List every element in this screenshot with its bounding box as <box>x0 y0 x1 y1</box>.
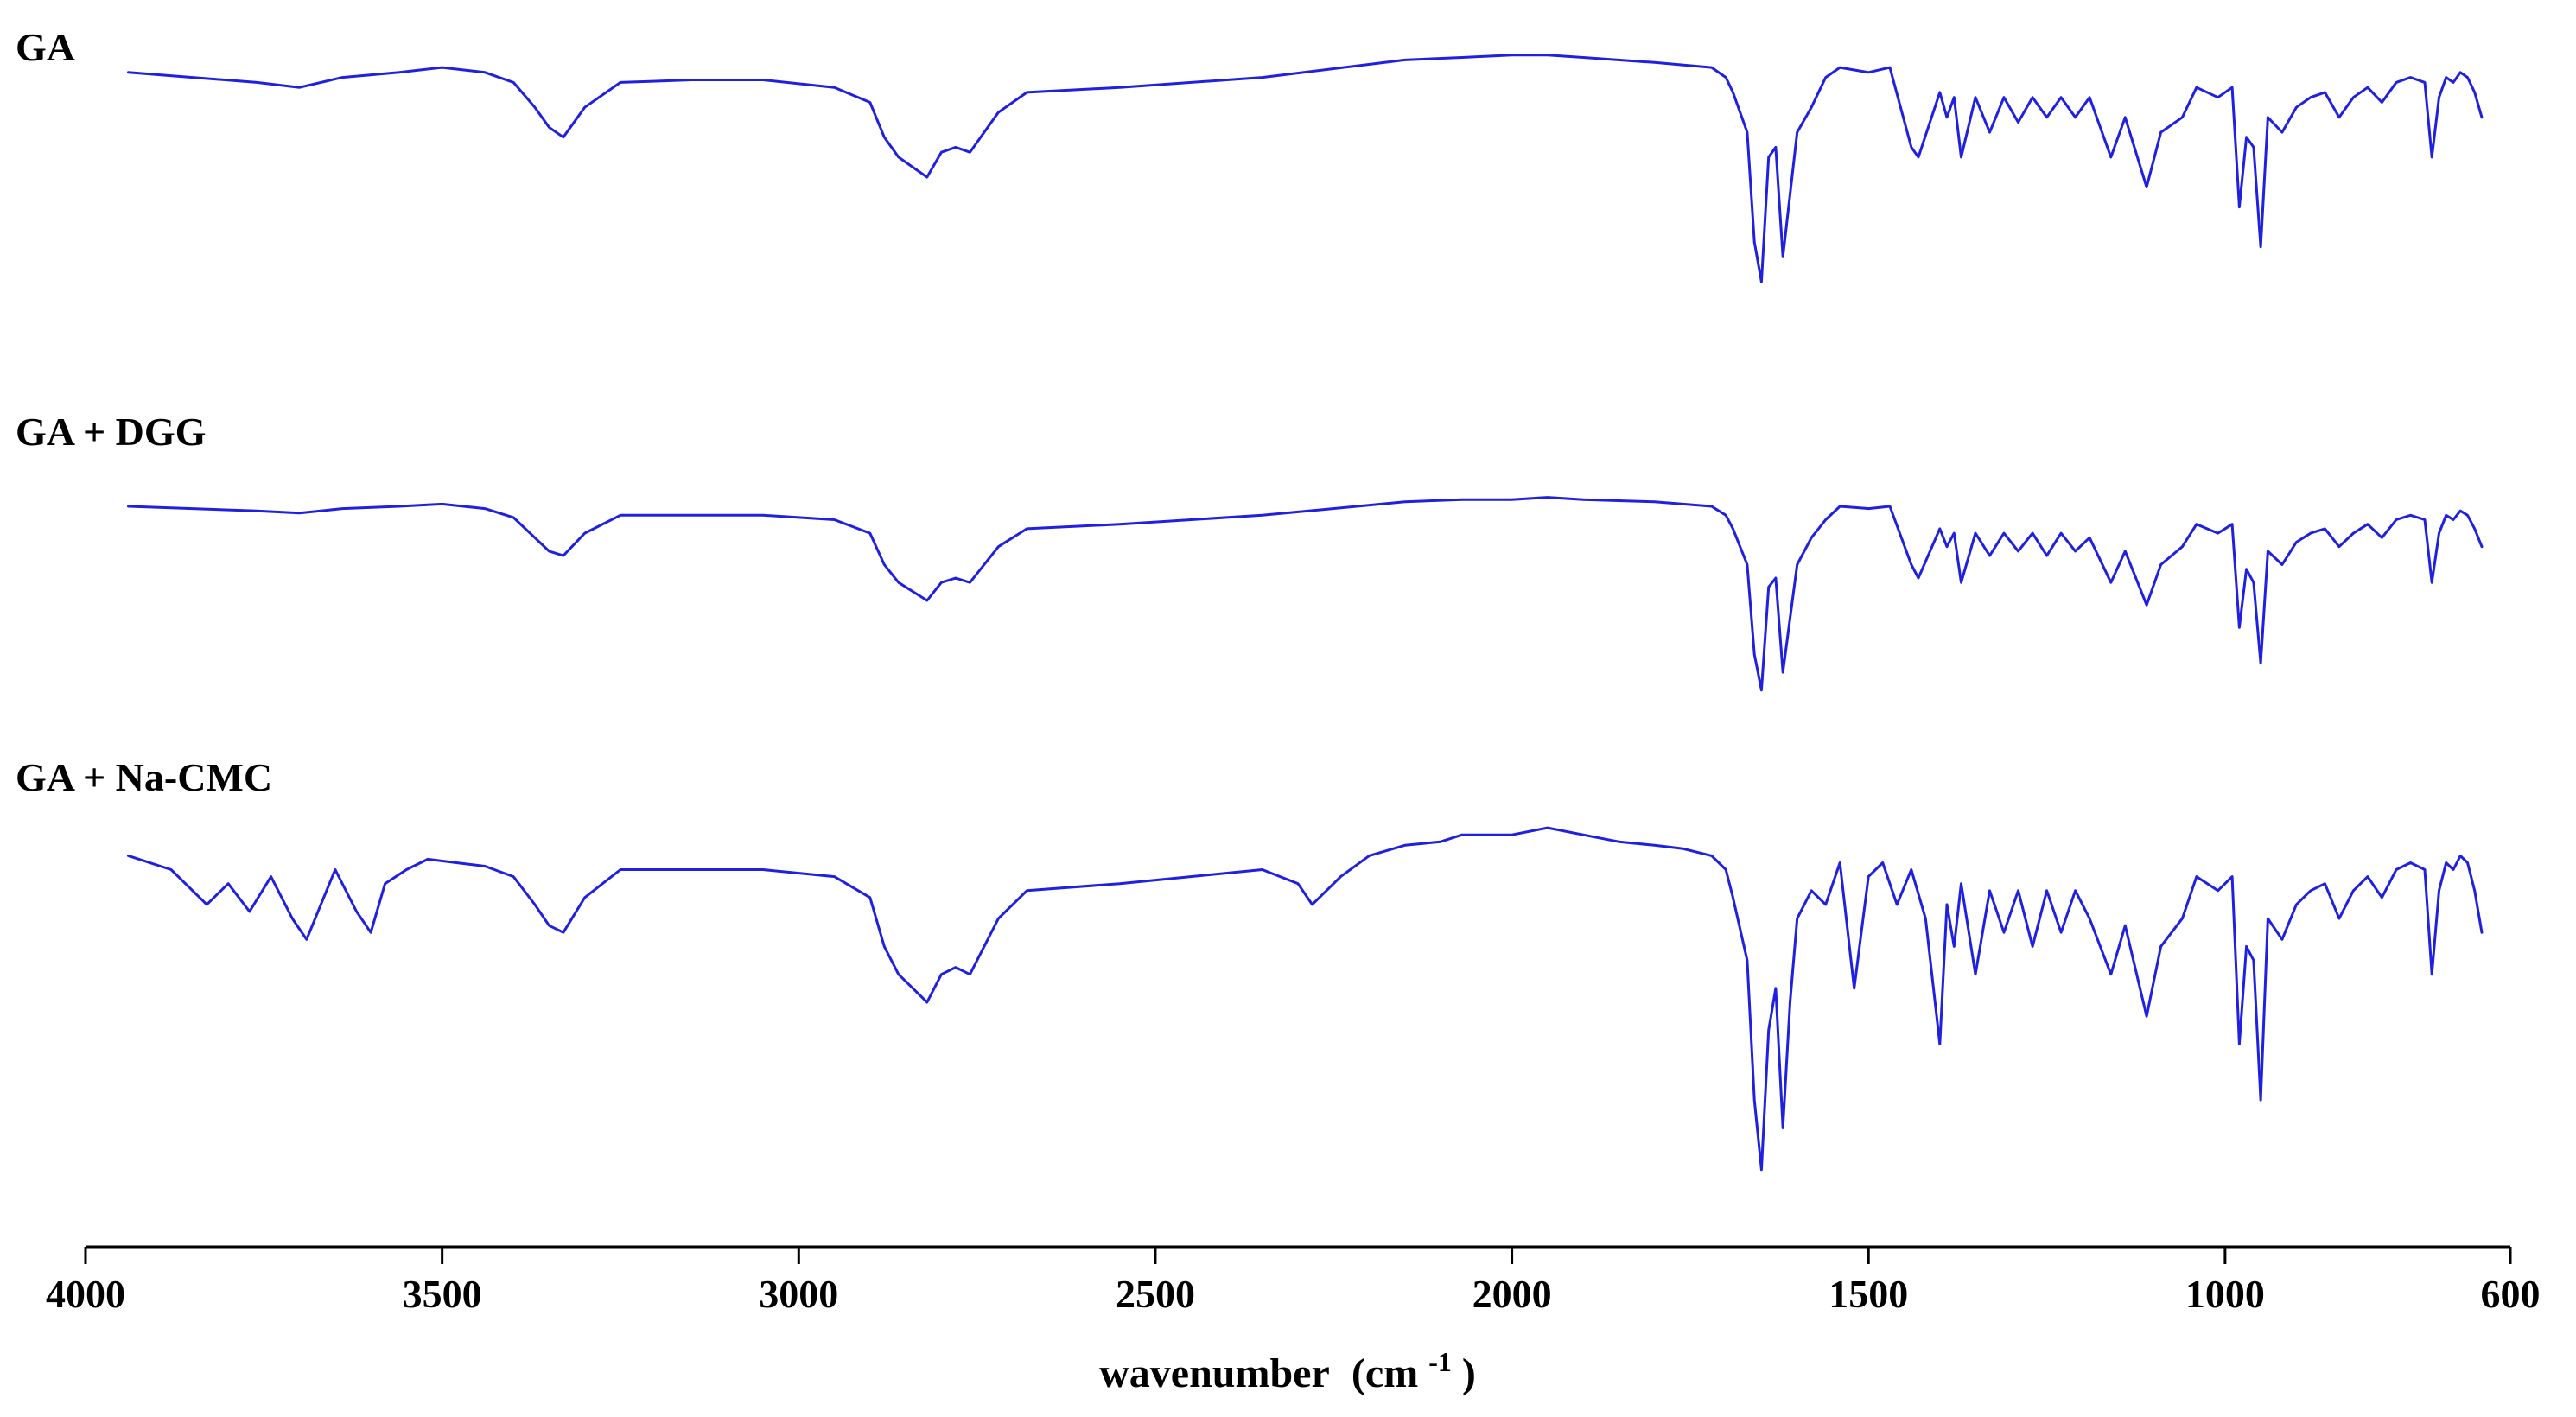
x-tick-label: 600 <box>2481 1272 2541 1316</box>
x-tick-label: 1000 <box>2185 1272 2265 1316</box>
x-axis: 4000 3500 3000 2500 2000 1500 1000 600 wavenumb… <box>46 1245 2541 1396</box>
series-label-ga: GA <box>16 25 75 69</box>
x-tick-label: 2000 <box>1472 1272 1552 1316</box>
spectrum-line-1 <box>127 54 2484 283</box>
x-tick-label: 1500 <box>1829 1272 1908 1316</box>
x-axis-title: wavenumber (cm -1 ) <box>1099 1335 1476 1396</box>
x-axis-title-main: wavenumber <box>1099 1350 1329 1396</box>
x-axis-title-unit: (cm <box>1352 1350 1418 1396</box>
x-tick-label: 4000 <box>46 1272 125 1316</box>
x-axis-title-unit-close: ) <box>1462 1350 1476 1396</box>
spectra-group <box>127 54 2484 1172</box>
x-tick-label: 3000 <box>759 1272 838 1316</box>
series-label-ga-dgg: GA + DGG <box>16 410 206 454</box>
series-labels: GA GA + DGG GA + Na-CMC <box>16 25 272 799</box>
series-label-ga-na-cmc: GA + Na-CMC <box>16 755 272 799</box>
x-axis-title-unit-sup: -1 <box>1428 1346 1452 1377</box>
x-tick-label: 3500 <box>403 1272 482 1316</box>
x-ticks: 4000 3500 3000 2500 2000 1500 1000 600 <box>46 1247 2541 1316</box>
spectrum-line-3 <box>127 826 2484 1172</box>
x-tick-label: 2500 <box>1116 1272 1195 1316</box>
spectrum-line-2 <box>127 496 2484 692</box>
